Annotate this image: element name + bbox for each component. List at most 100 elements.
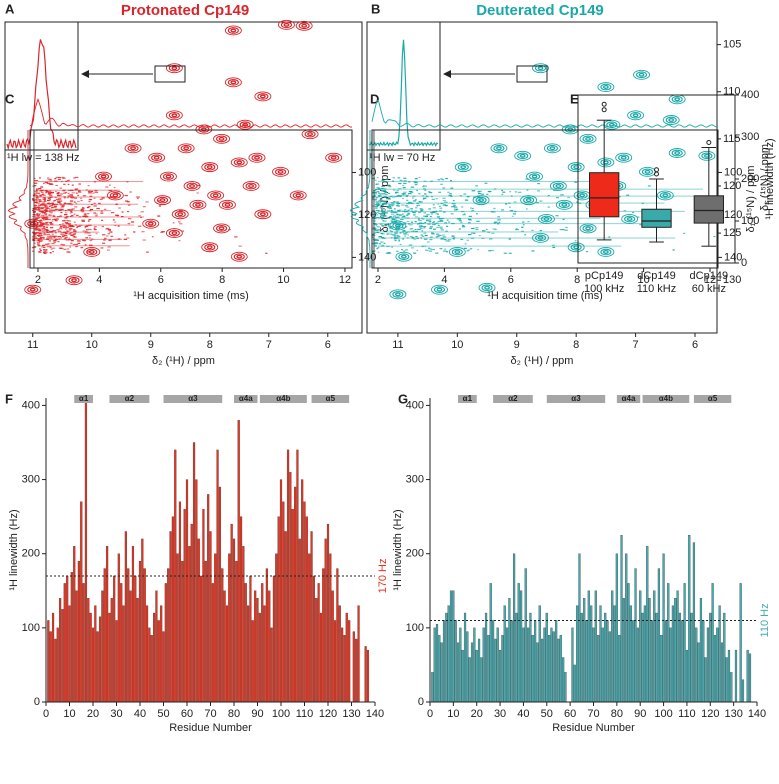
signal-dot: [494, 221, 498, 223]
peak-contour: [204, 243, 216, 251]
signal-dot: [70, 209, 73, 211]
signal-dot: [39, 221, 42, 224]
peak-contour: [206, 245, 213, 250]
bar: [258, 612, 261, 703]
signal-dot: [376, 187, 380, 189]
peak-contour: [662, 115, 680, 125]
x-tick-label: 110: [296, 708, 314, 720]
peak-contour: [68, 276, 80, 284]
x-axis-label: Residue Number: [169, 722, 252, 734]
bar: [461, 649, 464, 703]
signal-dot: [410, 186, 415, 188]
peak-contour: [540, 215, 553, 223]
bar: [699, 598, 703, 703]
y-tick-label: 140: [724, 251, 742, 263]
signal-dot: [553, 189, 556, 192]
peak-contour: [638, 72, 645, 77]
signal-dot: [71, 197, 75, 199]
signal-dot: [435, 236, 438, 238]
signal-dot: [439, 220, 443, 222]
peak-contour: [201, 162, 219, 173]
peak-contour: [567, 242, 585, 253]
peak-contour: [254, 91, 272, 102]
signal-streak: [37, 224, 135, 226]
peak-contour: [224, 202, 231, 207]
signal-dot: [406, 220, 410, 223]
peak-contour: [219, 199, 236, 210]
signal-dot: [36, 215, 40, 217]
signal-dot: [377, 251, 380, 253]
signal-dot: [86, 213, 90, 215]
signal-dot: [537, 182, 541, 185]
signal-dot: [373, 234, 376, 236]
signal-dot: [52, 251, 55, 253]
signal-dot: [440, 178, 443, 180]
signal-dot: [404, 235, 407, 237]
peak-contour: [400, 254, 407, 259]
signal-dot: [508, 252, 512, 254]
bar: [303, 501, 306, 703]
peak: [478, 282, 496, 293]
bar: [202, 509, 205, 703]
signal-dot: [412, 212, 417, 214]
bar: [513, 553, 516, 703]
bar: [106, 546, 109, 703]
signal-dot: [372, 228, 375, 230]
signal-dot: [88, 192, 92, 194]
bar: [122, 605, 125, 703]
y-axis-label: δ₁ (¹⁵N) / ppm: [759, 144, 771, 211]
signal-dot: [34, 201, 38, 204]
bar: [113, 575, 116, 703]
bar: [131, 546, 135, 703]
bar: [265, 568, 268, 703]
signal-dot: [49, 235, 53, 237]
bar: [51, 612, 55, 703]
bar: [89, 612, 92, 703]
signal-dot: [382, 220, 385, 222]
peak-contour: [567, 162, 585, 173]
signal-dot: [41, 228, 45, 230]
peak: [639, 166, 656, 177]
signal-dot: [469, 248, 473, 250]
bar: [70, 572, 73, 703]
bar: [662, 553, 665, 703]
signal-dot: [394, 208, 396, 210]
bar: [141, 538, 144, 703]
peak: [301, 129, 319, 140]
bar: [473, 627, 476, 703]
signal-dot: [34, 232, 37, 234]
helix-label: α4a: [622, 394, 636, 403]
signal-dot: [431, 232, 434, 234]
signal-dot: [382, 190, 386, 192]
signal-dot: [44, 222, 48, 224]
peak-contour: [304, 130, 316, 138]
bar: [704, 657, 707, 703]
signal-dot: [127, 218, 132, 220]
bar: [517, 583, 520, 703]
signal-dot: [381, 244, 384, 246]
peak: [656, 190, 674, 201]
signal-dot: [46, 190, 49, 192]
signal-dot: [407, 234, 410, 236]
bar: [319, 612, 323, 703]
signal-dot: [378, 243, 382, 245]
bar: [456, 642, 460, 703]
signal-dot: [50, 202, 54, 204]
signal-dot: [46, 207, 50, 210]
peak-contour: [549, 146, 556, 151]
bar: [442, 620, 446, 703]
peak-contour: [576, 192, 588, 199]
signal-dot: [453, 204, 456, 207]
peak-contour: [242, 181, 260, 191]
signal-dot: [399, 243, 402, 246]
signal-dot: [54, 232, 57, 234]
bar: [505, 627, 509, 703]
y-tick-label: 200: [406, 548, 424, 560]
bar: [242, 546, 245, 703]
signal-dot: [376, 217, 380, 219]
bar: [650, 620, 653, 703]
signal-dot: [394, 228, 397, 230]
signal-dot: [36, 229, 39, 231]
signal-dot: [35, 188, 38, 190]
signal-dot: [59, 227, 62, 229]
